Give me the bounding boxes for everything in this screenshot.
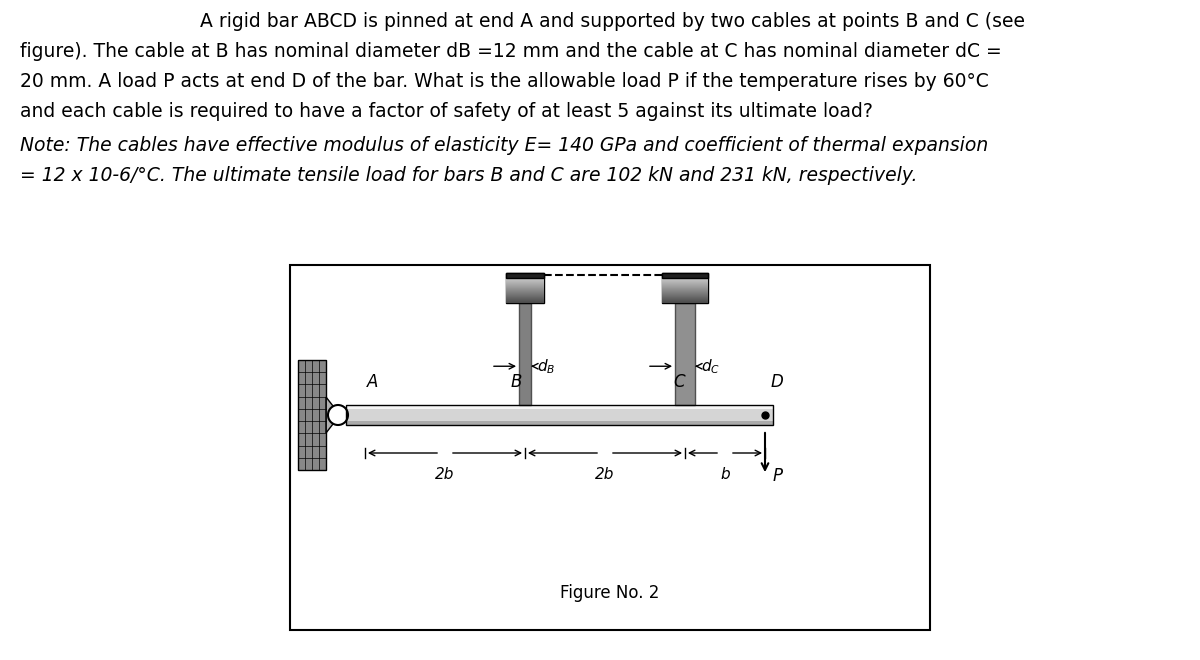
- Bar: [346, 405, 773, 409]
- Bar: [506, 282, 544, 283]
- Bar: [506, 273, 544, 278]
- Bar: [506, 300, 544, 301]
- Bar: [506, 301, 544, 302]
- Text: b: b: [720, 467, 730, 482]
- Bar: [506, 278, 544, 279]
- Bar: [662, 290, 708, 291]
- Bar: [506, 298, 544, 299]
- Circle shape: [328, 405, 348, 425]
- Bar: [662, 273, 708, 278]
- Bar: [506, 281, 544, 282]
- Bar: [506, 292, 544, 293]
- Bar: [662, 293, 708, 294]
- Text: = 12 x 10-6/°C. The ultimate tensile load for bars B and C are 102 kN and 231 kN: = 12 x 10-6/°C. The ultimate tensile loa…: [20, 166, 918, 185]
- Bar: [662, 273, 708, 303]
- Bar: [506, 280, 544, 281]
- Bar: [506, 283, 544, 284]
- Bar: [662, 299, 708, 300]
- Text: and each cable is required to have a factor of safety of at least 5 against its : and each cable is required to have a fac…: [20, 102, 872, 121]
- Bar: [662, 297, 708, 298]
- Bar: [662, 274, 708, 275]
- Bar: [662, 296, 708, 297]
- Bar: [662, 289, 708, 290]
- Bar: [662, 301, 708, 302]
- Bar: [346, 405, 773, 425]
- Text: 20 mm. A load P acts at end D of the bar. What is the allowable load P if the te: 20 mm. A load P acts at end D of the bar…: [20, 72, 989, 91]
- Bar: [506, 279, 544, 280]
- Bar: [662, 282, 708, 283]
- Text: $d_B$: $d_B$: [538, 357, 556, 376]
- Bar: [506, 275, 544, 276]
- Text: P: P: [773, 467, 784, 485]
- Bar: [506, 277, 544, 278]
- Bar: [506, 285, 544, 286]
- Bar: [662, 283, 708, 284]
- Text: A: A: [367, 373, 378, 391]
- Bar: [662, 285, 708, 286]
- Bar: [506, 273, 544, 274]
- Text: A rigid bar ABCD is pinned at end A and supported by two cables at points B and : A rigid bar ABCD is pinned at end A and …: [175, 12, 1025, 31]
- Bar: [662, 287, 708, 288]
- Bar: [662, 294, 708, 295]
- Bar: [506, 294, 544, 295]
- Bar: [506, 302, 544, 303]
- Bar: [290, 265, 930, 630]
- Bar: [506, 297, 544, 298]
- Bar: [662, 291, 708, 292]
- Text: Figure No. 2: Figure No. 2: [560, 584, 660, 602]
- Bar: [662, 275, 708, 276]
- Bar: [662, 273, 708, 274]
- Bar: [506, 299, 544, 300]
- Bar: [506, 295, 544, 296]
- Bar: [662, 298, 708, 299]
- Bar: [506, 296, 544, 297]
- Bar: [662, 281, 708, 282]
- Text: B: B: [511, 373, 522, 391]
- Bar: [506, 288, 544, 289]
- Bar: [506, 276, 544, 277]
- Text: figure). The cable at B has nominal diameter dB =12 mm and the cable at C has no: figure). The cable at B has nominal diam…: [20, 42, 1002, 61]
- Text: $d_C$: $d_C$: [701, 357, 720, 376]
- Text: 2b: 2b: [436, 467, 455, 482]
- Text: Note: The cables have effective modulus of elasticity E= 140 GPa and coefficient: Note: The cables have effective modulus …: [20, 136, 989, 155]
- Bar: [662, 302, 708, 303]
- Bar: [662, 288, 708, 289]
- Polygon shape: [326, 397, 340, 433]
- Bar: [506, 291, 544, 292]
- Bar: [506, 293, 544, 294]
- Bar: [346, 405, 773, 425]
- Bar: [662, 278, 708, 279]
- Bar: [506, 290, 544, 291]
- Text: C: C: [673, 373, 685, 391]
- Bar: [662, 280, 708, 281]
- Bar: [520, 303, 530, 405]
- Bar: [662, 286, 708, 287]
- Bar: [506, 286, 544, 287]
- Bar: [346, 421, 773, 425]
- Bar: [662, 279, 708, 280]
- Text: 2b: 2b: [595, 467, 614, 482]
- Bar: [506, 284, 544, 285]
- Text: D: D: [772, 373, 784, 391]
- Bar: [506, 289, 544, 290]
- Bar: [662, 300, 708, 301]
- Bar: [506, 273, 544, 303]
- Bar: [662, 277, 708, 278]
- Bar: [506, 287, 544, 288]
- Bar: [662, 284, 708, 285]
- Bar: [662, 276, 708, 277]
- Bar: [506, 274, 544, 275]
- Bar: [674, 303, 695, 405]
- Bar: [662, 295, 708, 296]
- Bar: [662, 292, 708, 293]
- Bar: [298, 360, 326, 470]
